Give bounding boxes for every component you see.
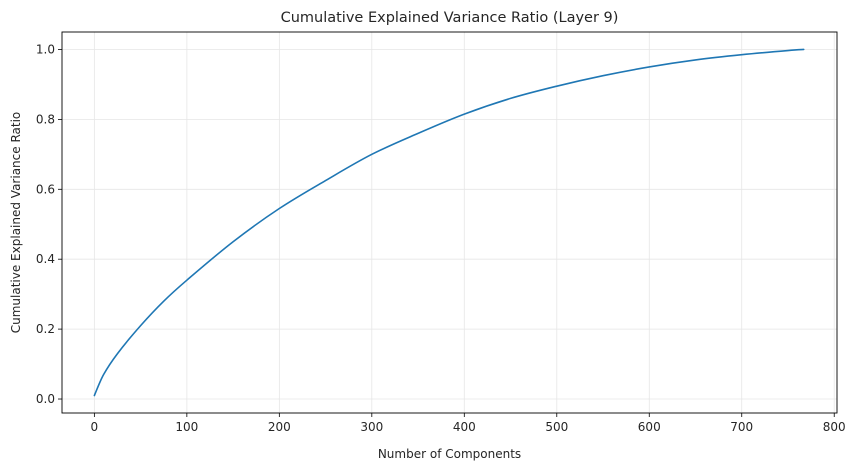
x-tick-label: 300 [360, 420, 383, 434]
y-tick-label: 1.0 [36, 42, 55, 56]
grid-layer [62, 32, 837, 413]
x-tick-label: 0 [91, 420, 99, 434]
series-line [93, 48, 805, 397]
x-tick-label: 100 [175, 420, 198, 434]
y-tick-label: 0.0 [36, 392, 55, 406]
y-tick-label: 0.4 [36, 252, 55, 266]
x-tick-label: 600 [638, 420, 661, 434]
plot-layer [93, 48, 805, 397]
plot-frame [61, 31, 838, 414]
y-axis-title: Cumulative Explained Variance Ratio [9, 112, 23, 334]
y-tick-label: 0.8 [36, 112, 55, 126]
x-tick-label: 400 [453, 420, 476, 434]
x-tick-label: 700 [730, 420, 753, 434]
ticks-layer: 0 100 200 300 400 500 600 700 800 0.0 0.2 0.4 0.6 0.8… [36, 42, 846, 434]
y-tick-label: 0.2 [36, 322, 55, 336]
chart-title: Cumulative Explained Variance Ratio (Lay… [281, 10, 619, 26]
x-axis-title: Number of Components [378, 447, 521, 461]
x-tick-label: 200 [268, 420, 291, 434]
y-tick-label: 0.6 [36, 182, 55, 196]
x-tick-label: 500 [545, 420, 568, 434]
x-tick-label: 800 [823, 420, 846, 434]
